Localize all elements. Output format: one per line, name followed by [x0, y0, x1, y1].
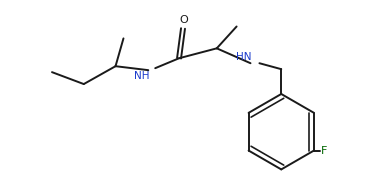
Text: HN: HN: [236, 52, 252, 62]
Text: O: O: [179, 15, 188, 24]
Text: F: F: [321, 146, 327, 155]
Text: NH: NH: [134, 71, 149, 81]
